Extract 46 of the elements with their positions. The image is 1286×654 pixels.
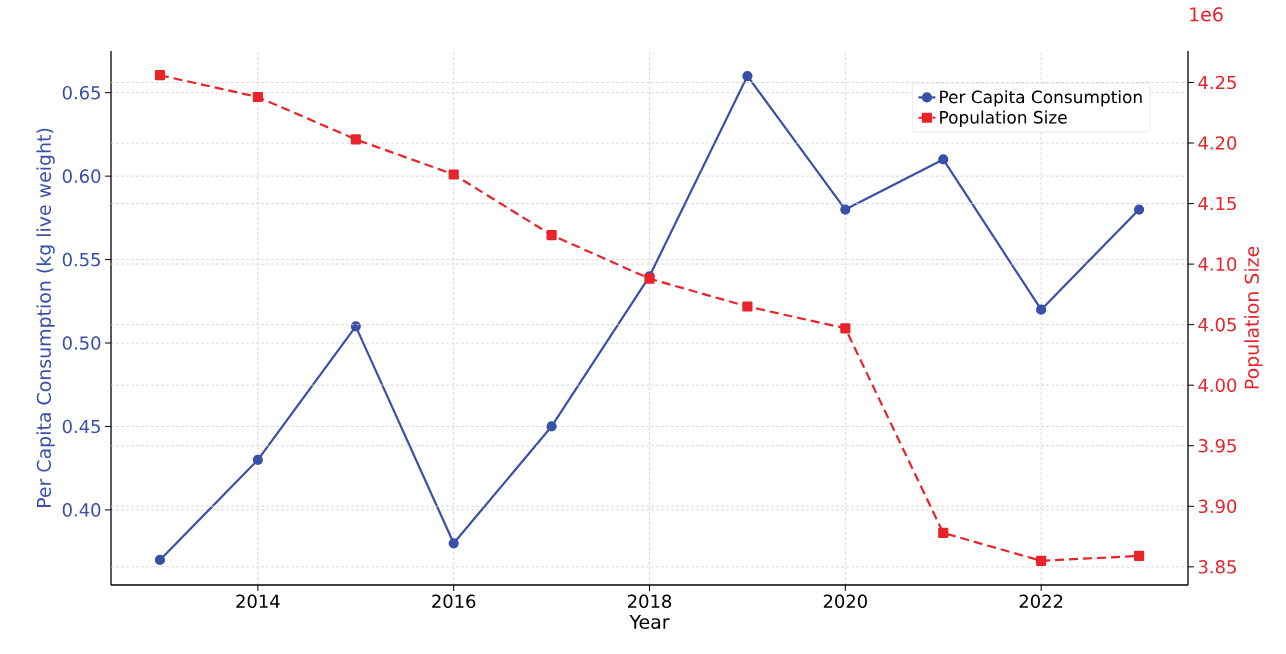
point: [840, 323, 851, 334]
point: [448, 538, 459, 549]
point: [1036, 304, 1047, 315]
point: [546, 229, 557, 241]
point: [154, 70, 166, 81]
y2-tick-label: 3.90: [1198, 499, 1237, 514]
x-axis-title: Year: [629, 614, 670, 629]
y-tick-label: 0.60: [62, 169, 101, 183]
point: [938, 527, 949, 539]
y-tick-label: 0.45: [62, 419, 100, 434]
y-tick-label: 0.65: [62, 85, 100, 100]
point: [938, 154, 949, 165]
point: [350, 134, 361, 145]
y2-tick-label: 4.10: [1198, 257, 1237, 271]
y2-tick-label: 4.25: [1198, 75, 1236, 90]
y-tick-label: 0.50: [62, 336, 101, 350]
point: [742, 301, 753, 312]
y2-tick-label: 3.85: [1198, 560, 1236, 574]
point: [742, 70, 753, 82]
y2-tick-label: 4.05: [1198, 317, 1236, 332]
y2-tick-label: 3.95: [1198, 438, 1236, 453]
x-tick-label: 2020: [823, 594, 867, 609]
point: [154, 554, 166, 566]
y2-tick-label: 4.20: [1198, 136, 1237, 150]
point: [448, 169, 459, 180]
point: [350, 321, 361, 332]
x-tick-label: 2018: [628, 594, 672, 609]
y2-axis-title: Population Size: [1244, 246, 1263, 389]
point: [546, 421, 557, 432]
point: [1036, 555, 1047, 566]
text: 1e6: [1190, 7, 1223, 22]
point: [840, 204, 851, 215]
x-tick-label: 2016: [432, 594, 476, 609]
point: [1133, 204, 1145, 215]
y-tick-label: 0.40: [62, 503, 101, 517]
y2-tick-label: 4.15: [1198, 196, 1236, 211]
point: [1133, 550, 1145, 562]
x-tick-label: 2022: [1019, 594, 1063, 609]
x-tick-label: 2014: [236, 594, 280, 609]
legend-label: Per Capita Consumption: [940, 90, 1142, 107]
y2-tick-label: 4.00: [1198, 378, 1237, 392]
y-axis-title: Per Capita Consumption (kg live weight): [36, 128, 55, 507]
legend-label: Population Size: [940, 110, 1067, 127]
point: [252, 91, 263, 103]
point: [252, 454, 263, 465]
y-tick-label: 0.55: [62, 252, 100, 267]
